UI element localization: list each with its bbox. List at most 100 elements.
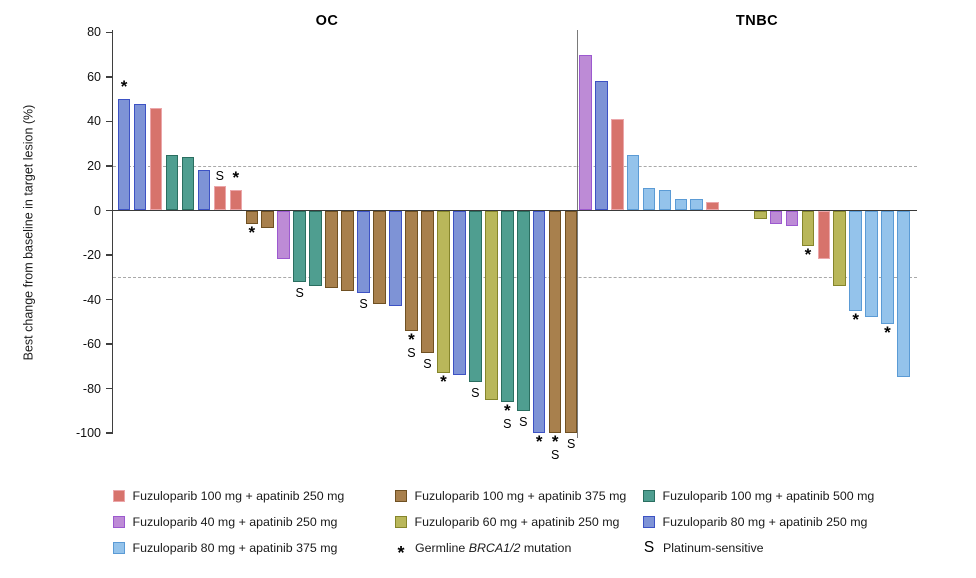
legend-label: Fuzuloparib 80 mg + apatinib 250 mg: [662, 515, 868, 529]
legend-item: S Platinum-sensitive: [643, 535, 874, 561]
bar: [309, 210, 322, 287]
tick-label: -20: [82, 248, 101, 262]
brca-marker: *: [232, 168, 240, 188]
bar: [469, 210, 482, 382]
legend-label: Platinum-sensitive: [663, 541, 764, 555]
legend-swatch: [113, 490, 125, 502]
brca-marker: *: [884, 323, 891, 342]
bar: [801, 210, 815, 247]
legend-label: Fuzuloparib 60 mg + apatinib 250 mg: [414, 515, 620, 529]
legend-label: Fuzuloparib 40 mg + apatinib 250 mg: [132, 515, 338, 529]
bar: [437, 210, 450, 373]
group-separator: [577, 30, 579, 438]
tick: [106, 31, 112, 34]
bar: [149, 108, 163, 211]
tick-label: 20: [87, 158, 101, 173]
legend-item: Fuzuloparib 80 mg + apatinib 250 mg: [643, 509, 874, 535]
bar: [325, 210, 338, 289]
tick-label: 80: [87, 25, 101, 40]
legend-label: Fuzuloparib 80 mg + apatinib 375 mg: [132, 541, 338, 555]
legend-item: Fuzuloparib 100 mg + apatinib 375 mg: [395, 483, 626, 509]
bar: [213, 186, 227, 211]
tick-label: -40: [82, 292, 101, 307]
legend-item: Fuzuloparib 40 mg + apatinib 250 mg: [113, 509, 344, 535]
bar: [642, 188, 656, 211]
tick-label: 0: [94, 203, 101, 218]
bar: [833, 210, 846, 287]
plot-area: 80 60 40 20 0 -20 -40 -60 -80 -100 * S * * S S * S S * S * S S *…: [75, 25, 917, 463]
bar: [897, 210, 910, 378]
bar: [453, 210, 466, 376]
bar: [849, 210, 862, 311]
platinum-marker: S: [359, 296, 368, 311]
legend-swatch: [643, 516, 655, 528]
bar: [373, 210, 386, 304]
bar: [293, 210, 306, 282]
tick-label: 40: [87, 114, 101, 129]
bar: [579, 54, 592, 211]
bar: [817, 210, 831, 260]
platinum-marker: S: [551, 448, 560, 463]
y-axis: [111, 30, 113, 435]
brca-marker: *: [804, 245, 812, 265]
bar: [532, 210, 546, 434]
bar: [501, 210, 514, 402]
bar: [881, 210, 894, 324]
bar: [626, 154, 640, 211]
bar: [197, 170, 211, 211]
brca-marker: *: [120, 77, 128, 97]
legend-label: Germline BRCA1/2 mutation: [415, 541, 572, 555]
platinum-marker: S: [295, 285, 304, 300]
tick: [106, 343, 112, 345]
legend-item: * Germline BRCA1/2 mutation: [395, 535, 626, 563]
legend-label: Fuzuloparib 100 mg + apatinib 250 mg: [132, 489, 345, 503]
bar: [405, 210, 418, 331]
bar: [389, 210, 402, 307]
legend-swatch: [395, 490, 407, 502]
brca-marker: *: [408, 329, 415, 349]
bar: [517, 210, 530, 411]
tick: [106, 209, 112, 212]
brca-marker: *: [852, 309, 859, 329]
legend-item: Fuzuloparib 100 mg + apatinib 250 mg: [113, 483, 344, 509]
legend-swatch: [113, 542, 125, 554]
zero-baseline: [113, 209, 917, 212]
tick: [106, 120, 112, 123]
brca-marker-icon: *: [397, 543, 405, 563]
tick-label: 60: [87, 69, 101, 84]
tick: [106, 76, 112, 78]
reference-line: [113, 277, 917, 279]
bar: [117, 99, 131, 211]
platinum-marker: S: [423, 356, 432, 371]
bar: [133, 103, 147, 211]
legend-column: Fuzuloparib 100 mg + apatinib 375 mg Fuzu…: [395, 483, 626, 563]
platinum-marker: S: [407, 345, 416, 360]
platinum-marker: S: [519, 414, 528, 429]
legend-item: Fuzuloparib 100 mg + apatinib 500 mg: [643, 483, 874, 509]
bar: [595, 81, 608, 211]
bar: [658, 190, 672, 211]
bar: [548, 210, 562, 434]
legend: Fuzuloparib 100 mg + apatinib 250 mg Fuzu…: [0, 483, 976, 569]
bar: [485, 210, 498, 400]
tick-label: -80: [82, 381, 101, 396]
tick: [106, 165, 112, 167]
group-title-oc: OC: [315, 13, 339, 29]
legend-column: Fuzuloparib 100 mg + apatinib 500 mg Fuzu…: [643, 483, 874, 561]
group-title-tnbc: TNBC: [735, 13, 779, 29]
bar: [245, 210, 258, 224]
platinum-marker: S: [503, 416, 512, 431]
tick-label: -100: [75, 426, 101, 441]
bar: [165, 154, 179, 211]
tick: [106, 254, 112, 256]
platinum-marker: S: [471, 385, 480, 400]
bar: [341, 210, 354, 291]
bar: [421, 210, 434, 353]
brca-marker: *: [503, 400, 511, 420]
brca-marker: *: [535, 432, 543, 452]
brca-marker: *: [551, 432, 559, 452]
bar: [229, 190, 243, 211]
legend-label: Fuzuloparib 100 mg + apatinib 500 mg: [662, 489, 875, 503]
brca-marker: *: [440, 371, 447, 391]
